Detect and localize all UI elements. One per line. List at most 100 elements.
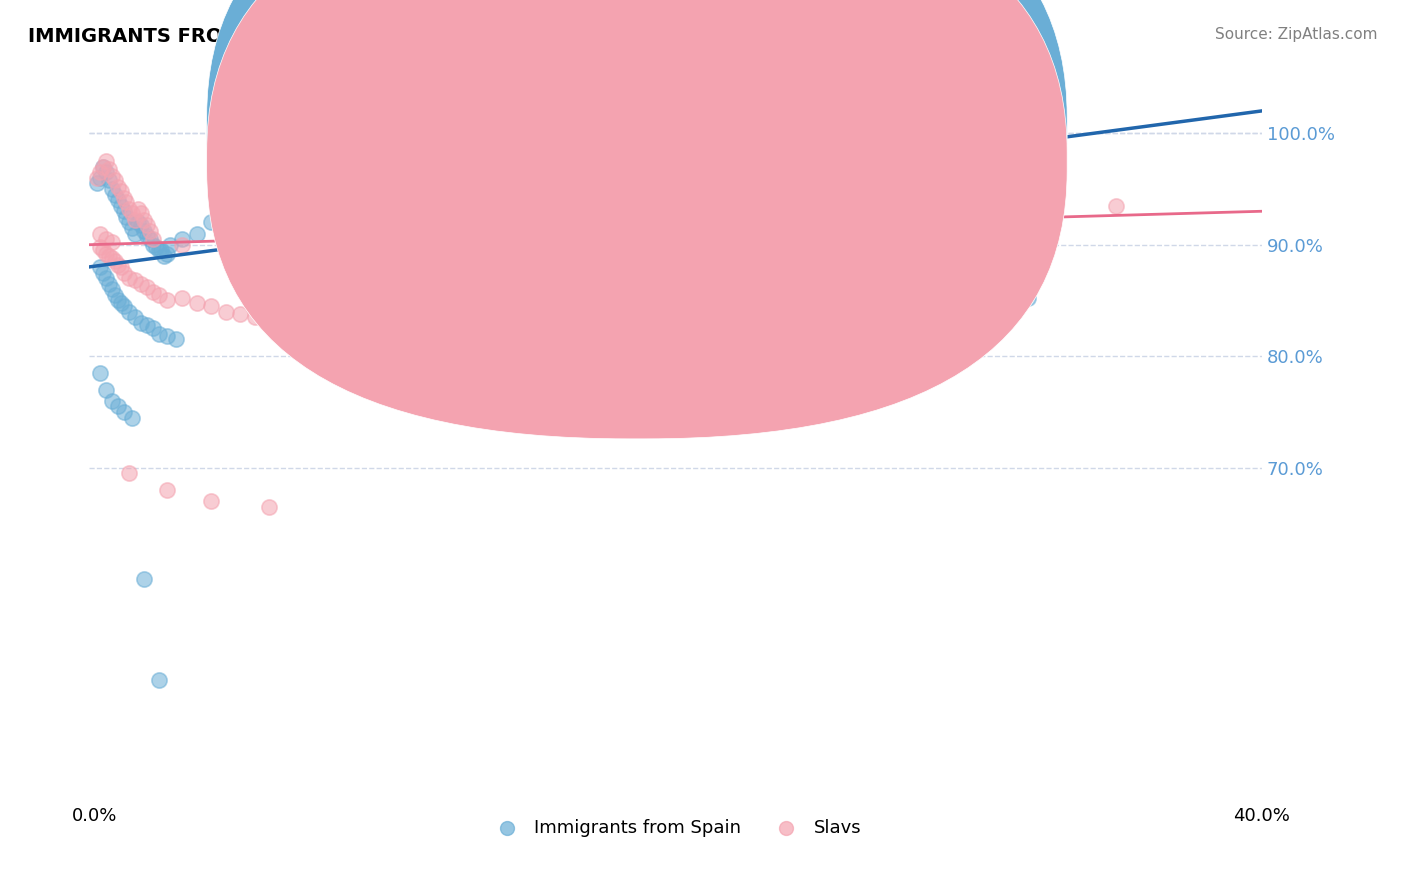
Point <box>142 237 165 252</box>
Point <box>550 244 572 258</box>
Point <box>959 202 981 216</box>
Point <box>139 232 162 246</box>
Point <box>259 500 281 514</box>
Point <box>316 170 339 185</box>
Point <box>107 400 129 414</box>
Point <box>89 366 111 380</box>
Point <box>842 285 865 299</box>
Point <box>148 244 170 258</box>
Point <box>110 199 132 213</box>
Point <box>104 254 127 268</box>
Text: Source: ZipAtlas.com: Source: ZipAtlas.com <box>1215 27 1378 42</box>
Point <box>522 271 544 285</box>
Point <box>215 304 238 318</box>
Point <box>121 410 143 425</box>
Point <box>186 295 208 310</box>
Point <box>132 213 155 227</box>
Point <box>124 227 146 241</box>
Point <box>135 318 157 332</box>
Point <box>404 143 426 157</box>
Point <box>159 237 181 252</box>
Point <box>215 210 238 224</box>
Point <box>150 244 173 258</box>
Point <box>273 187 295 202</box>
Point <box>104 173 127 187</box>
Point <box>89 240 111 254</box>
Point <box>124 273 146 287</box>
Point <box>110 184 132 198</box>
Point <box>142 321 165 335</box>
Point <box>118 215 141 229</box>
Point <box>170 232 193 246</box>
Point <box>139 224 162 238</box>
Point <box>89 260 111 274</box>
Point <box>243 310 266 325</box>
Point <box>94 154 117 169</box>
Point <box>1017 291 1039 305</box>
Point <box>165 333 187 347</box>
Point <box>89 165 111 179</box>
Point <box>127 215 149 229</box>
Point <box>91 266 114 280</box>
Point <box>110 295 132 310</box>
Point <box>200 215 222 229</box>
Point <box>91 244 114 258</box>
Point <box>200 299 222 313</box>
Point <box>101 282 124 296</box>
Point <box>929 288 952 302</box>
Point <box>243 199 266 213</box>
Point <box>433 137 456 152</box>
Point <box>107 293 129 308</box>
Point <box>104 288 127 302</box>
Point <box>129 277 152 291</box>
Point <box>142 285 165 299</box>
Point <box>609 266 631 280</box>
Point <box>112 299 135 313</box>
Point <box>129 316 152 330</box>
Point <box>148 288 170 302</box>
Point <box>97 277 120 291</box>
Point <box>579 246 602 260</box>
Point <box>170 237 193 252</box>
Point <box>375 148 398 162</box>
Point <box>97 249 120 263</box>
Point <box>755 282 778 296</box>
Point <box>135 218 157 232</box>
Point <box>118 467 141 481</box>
Point <box>115 195 138 210</box>
Point <box>609 249 631 263</box>
Point <box>107 258 129 272</box>
Point <box>132 572 155 586</box>
Point <box>110 260 132 274</box>
Point <box>148 673 170 687</box>
Text: IMMIGRANTS FROM SPAIN VS SLAVIC GED/EQUIVALENCY CORRELATION CHART: IMMIGRANTS FROM SPAIN VS SLAVIC GED/EQUI… <box>28 27 884 45</box>
Point <box>121 206 143 220</box>
Point <box>200 494 222 508</box>
Point <box>112 405 135 419</box>
Point <box>156 246 179 260</box>
Point <box>135 228 157 243</box>
Point <box>148 326 170 341</box>
Text: R = 0.240   N = 72: R = 0.240 N = 72 <box>651 116 821 134</box>
Point <box>89 227 111 241</box>
Point <box>156 483 179 497</box>
Point <box>145 240 167 254</box>
Point <box>89 170 111 185</box>
Point <box>346 160 368 174</box>
Point <box>135 280 157 294</box>
Point <box>91 160 114 174</box>
Point <box>86 177 108 191</box>
Point <box>104 187 127 202</box>
Point <box>101 393 124 408</box>
Text: R = 0.039   N = 60: R = 0.039 N = 60 <box>651 152 821 169</box>
Point <box>112 266 135 280</box>
Point <box>112 191 135 205</box>
Point <box>101 182 124 196</box>
Point <box>156 329 179 343</box>
Point <box>666 206 689 220</box>
Point <box>94 383 117 397</box>
Point <box>229 307 252 321</box>
Point <box>129 218 152 232</box>
Point <box>94 271 117 285</box>
Point <box>124 310 146 325</box>
